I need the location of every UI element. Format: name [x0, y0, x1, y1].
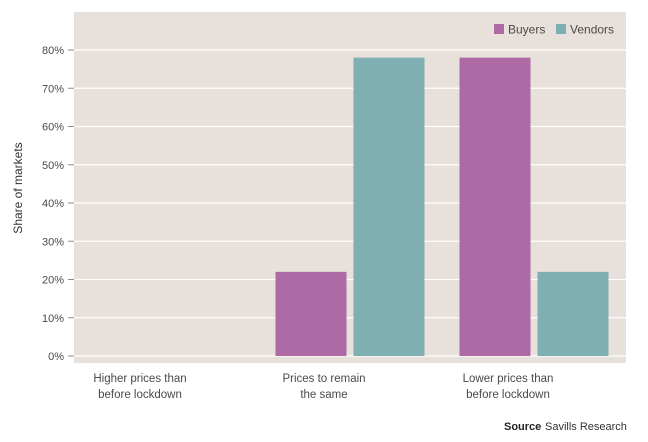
legend-swatch-buyers: [494, 24, 504, 34]
legend: Buyers Vendors: [494, 23, 614, 37]
x-category-label: Higher prices than before lockdown: [93, 373, 186, 401]
y-tick-label: 40%: [42, 198, 64, 210]
y-tick-label: 30%: [42, 236, 64, 248]
gridlines: [68, 49, 626, 357]
bar-vendors-1: [353, 57, 425, 357]
source-label: Source: [504, 421, 541, 433]
source-text: Savills Research: [545, 421, 627, 433]
legend-swatch-vendors: [556, 24, 566, 34]
legend-label-vendors: Vendors: [570, 23, 614, 37]
legend-label-buyers: Buyers: [508, 23, 545, 37]
x-category-label: Prices to remain the same: [282, 373, 365, 401]
x-category-label: Lower prices than before lockdown: [463, 373, 554, 401]
y-tick-label: 70%: [42, 83, 64, 95]
bars: [275, 57, 609, 357]
bar-buyers-1: [275, 271, 347, 356]
y-tick-label: 80%: [42, 45, 64, 57]
y-axis-ticks: 0% 10% 20% 30% 40% 50% 60% 70% 80%: [42, 45, 64, 363]
bar-buyers-2: [459, 57, 531, 357]
x-axis-categories: Higher prices than before lockdown Prices …: [93, 373, 553, 401]
y-tick-label: 10%: [42, 313, 64, 325]
y-tick-label: 60%: [42, 122, 64, 134]
y-tick-label: 50%: [42, 160, 64, 172]
bar-vendors-2: [537, 271, 609, 356]
y-axis-title: Share of markets: [11, 142, 25, 233]
plot-background: [74, 12, 626, 363]
y-tick-label: 20%: [42, 275, 64, 287]
y-tick-label: 0%: [48, 351, 64, 363]
